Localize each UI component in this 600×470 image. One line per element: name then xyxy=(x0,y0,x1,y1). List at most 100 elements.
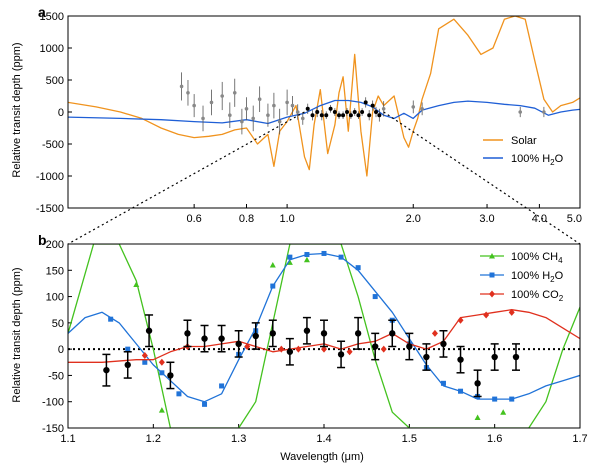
panel-b-data-point xyxy=(218,335,225,342)
panel-a-legend: Solar 100% H2O xyxy=(483,135,564,167)
panel-b-data-point xyxy=(372,343,379,350)
panel-a-letter: a xyxy=(38,4,46,20)
panel-b-data-point xyxy=(235,340,242,348)
panel-b-ytick-label: 150 xyxy=(46,265,64,277)
panel-b-series-marker-2 xyxy=(295,345,302,353)
panel-b-ytick-label: -150 xyxy=(42,423,64,435)
panel-b-ytick-label: 50 xyxy=(52,318,64,330)
panel-b-data-point xyxy=(103,366,110,374)
panel-b-series-marker-1 xyxy=(492,396,498,402)
panel-b-series-marker-1 xyxy=(304,252,310,258)
panel-a-data-point xyxy=(374,110,379,114)
panel-a-data-point xyxy=(348,113,353,118)
panel-a-data-point xyxy=(240,119,244,124)
panel-b-legend-marker xyxy=(489,272,495,278)
panel-a-data-point xyxy=(244,107,249,111)
panel-b-series-marker-1 xyxy=(338,254,344,260)
panel-a-data-point xyxy=(341,113,346,118)
panel-b-xtick-label: 1.7 xyxy=(572,433,587,445)
panel-b-series-marker-2 xyxy=(483,311,490,319)
panel-b-legend-marker xyxy=(489,290,495,298)
panel-b-series-marker-1 xyxy=(509,396,515,402)
panel-b-xlabel: Wavelength (μm) xyxy=(280,451,364,463)
panel-a-data-point xyxy=(363,100,368,105)
panel-b-series-marker-2 xyxy=(321,345,327,353)
panel-b-data-point xyxy=(406,343,413,350)
panel-a-data-point xyxy=(370,103,375,108)
panel-a-data-point xyxy=(209,100,214,105)
panel-b-legend-label: 100% CO2 xyxy=(511,289,564,303)
panel-a-data-point xyxy=(411,105,416,109)
panel-b-series-marker-2 xyxy=(141,351,148,359)
panel-a-data-point xyxy=(332,110,337,114)
panel-b: b Relative transit depth (ppm) Wavelengt… xyxy=(11,232,588,463)
panel-a-ytick-label: 1000 xyxy=(40,43,64,55)
panel-a-data-point xyxy=(328,106,333,111)
panel-b-series-marker-2 xyxy=(244,343,251,351)
panel-b-xticks: 1.1 1.2 1.3 1.4 1.5 1.6 1.7 xyxy=(60,424,588,445)
panel-a-data-point xyxy=(356,113,361,118)
panel-b-ylabel: Relative transit depth (ppm) xyxy=(11,267,23,402)
panel-a-data-point xyxy=(381,107,386,111)
panel-a-data-point xyxy=(352,110,357,114)
panel-a-yticks: -1500 -1000 -500 0 500 1000 1500 xyxy=(36,11,72,215)
panel-a-ytick-label: -500 xyxy=(42,139,64,151)
panel-a-ylabel: Relative transit depth (ppm) xyxy=(11,42,23,177)
panel-a-data-point xyxy=(228,113,232,117)
panel-b-xtick-label: 1.1 xyxy=(60,433,75,445)
panel-a-data-point xyxy=(179,84,184,89)
zoom-line-left xyxy=(67,111,305,245)
panel-b-data-point xyxy=(423,353,430,361)
panel-b-data-point xyxy=(491,353,498,361)
panel-b-series-marker-0 xyxy=(303,256,310,263)
panel-b-data-point xyxy=(474,380,481,387)
panel-a-xtick-label: 3.0 xyxy=(479,213,494,225)
panel-b-xtick-label: 1.2 xyxy=(146,433,161,445)
panel-b-data-point xyxy=(457,356,464,363)
panel-b-data-point xyxy=(145,327,153,334)
panel-a-data-point xyxy=(377,113,382,118)
panel-b-series-marker-0 xyxy=(500,409,507,415)
panel-b-xtick-label: 1.5 xyxy=(402,433,417,445)
panel-b-series-marker-2 xyxy=(380,345,387,353)
panel-a-data-point xyxy=(266,113,270,117)
panel-b-data-point xyxy=(440,340,447,348)
panel-b-yticks: -150 -100 -50 0 50 100 150 200 xyxy=(42,239,72,435)
panel-a: a Relative transit depth (ppm) -1500 -100… xyxy=(11,4,582,225)
panel-a-data-point xyxy=(324,113,329,118)
panel-a-data-point xyxy=(305,106,310,111)
panel-a-xtick-label: 2.0 xyxy=(406,213,421,225)
zoom-connector-lines xyxy=(67,111,581,245)
panel-a-data-point xyxy=(360,110,365,114)
panel-a-data-point xyxy=(337,113,342,118)
panel-b-data-point xyxy=(320,330,328,337)
panel-a-xtick-label: 1.0 xyxy=(279,213,294,225)
panel-a-data-point xyxy=(345,110,350,114)
panel-a-data-point xyxy=(300,116,305,121)
panel-b-series-marker-2 xyxy=(278,345,285,353)
panel-b-xtick-label: 1.4 xyxy=(316,433,331,445)
panel-a-ytick-label: -1000 xyxy=(36,171,64,183)
panel-b-data-point xyxy=(337,351,345,358)
panel-a-data-point xyxy=(290,103,295,108)
panel-b-series-marker-2 xyxy=(158,358,165,366)
panel-b-series-marker-2 xyxy=(508,308,515,316)
panel-a-legend-label: 100% H2O xyxy=(511,153,564,167)
panel-a-data-point xyxy=(277,119,282,124)
panel-b-series-marker-0 xyxy=(474,414,481,420)
panel-b-series-marker-1 xyxy=(219,383,225,389)
panel-b-ytick-label: -50 xyxy=(48,370,64,382)
panel-b-series-marker-1 xyxy=(287,254,293,260)
panel-a-data-point xyxy=(367,113,372,118)
panel-b-ytick-label: 200 xyxy=(46,239,64,251)
panel-b-series-marker-2 xyxy=(431,329,438,337)
panel-b-data-point xyxy=(512,353,520,361)
panel-b-letter: b xyxy=(38,232,47,248)
panel-a-xtick-label: 5.0 xyxy=(567,213,582,225)
panel-b-series-marker-2 xyxy=(457,316,464,324)
panel-b-series-marker-1 xyxy=(108,316,114,322)
panel-a-legend-label: Solar xyxy=(511,135,537,147)
panel-a-data-point xyxy=(295,110,300,114)
panel-b-xtick-label: 1.3 xyxy=(231,433,246,445)
panel-b-series-marker-0 xyxy=(133,281,140,287)
